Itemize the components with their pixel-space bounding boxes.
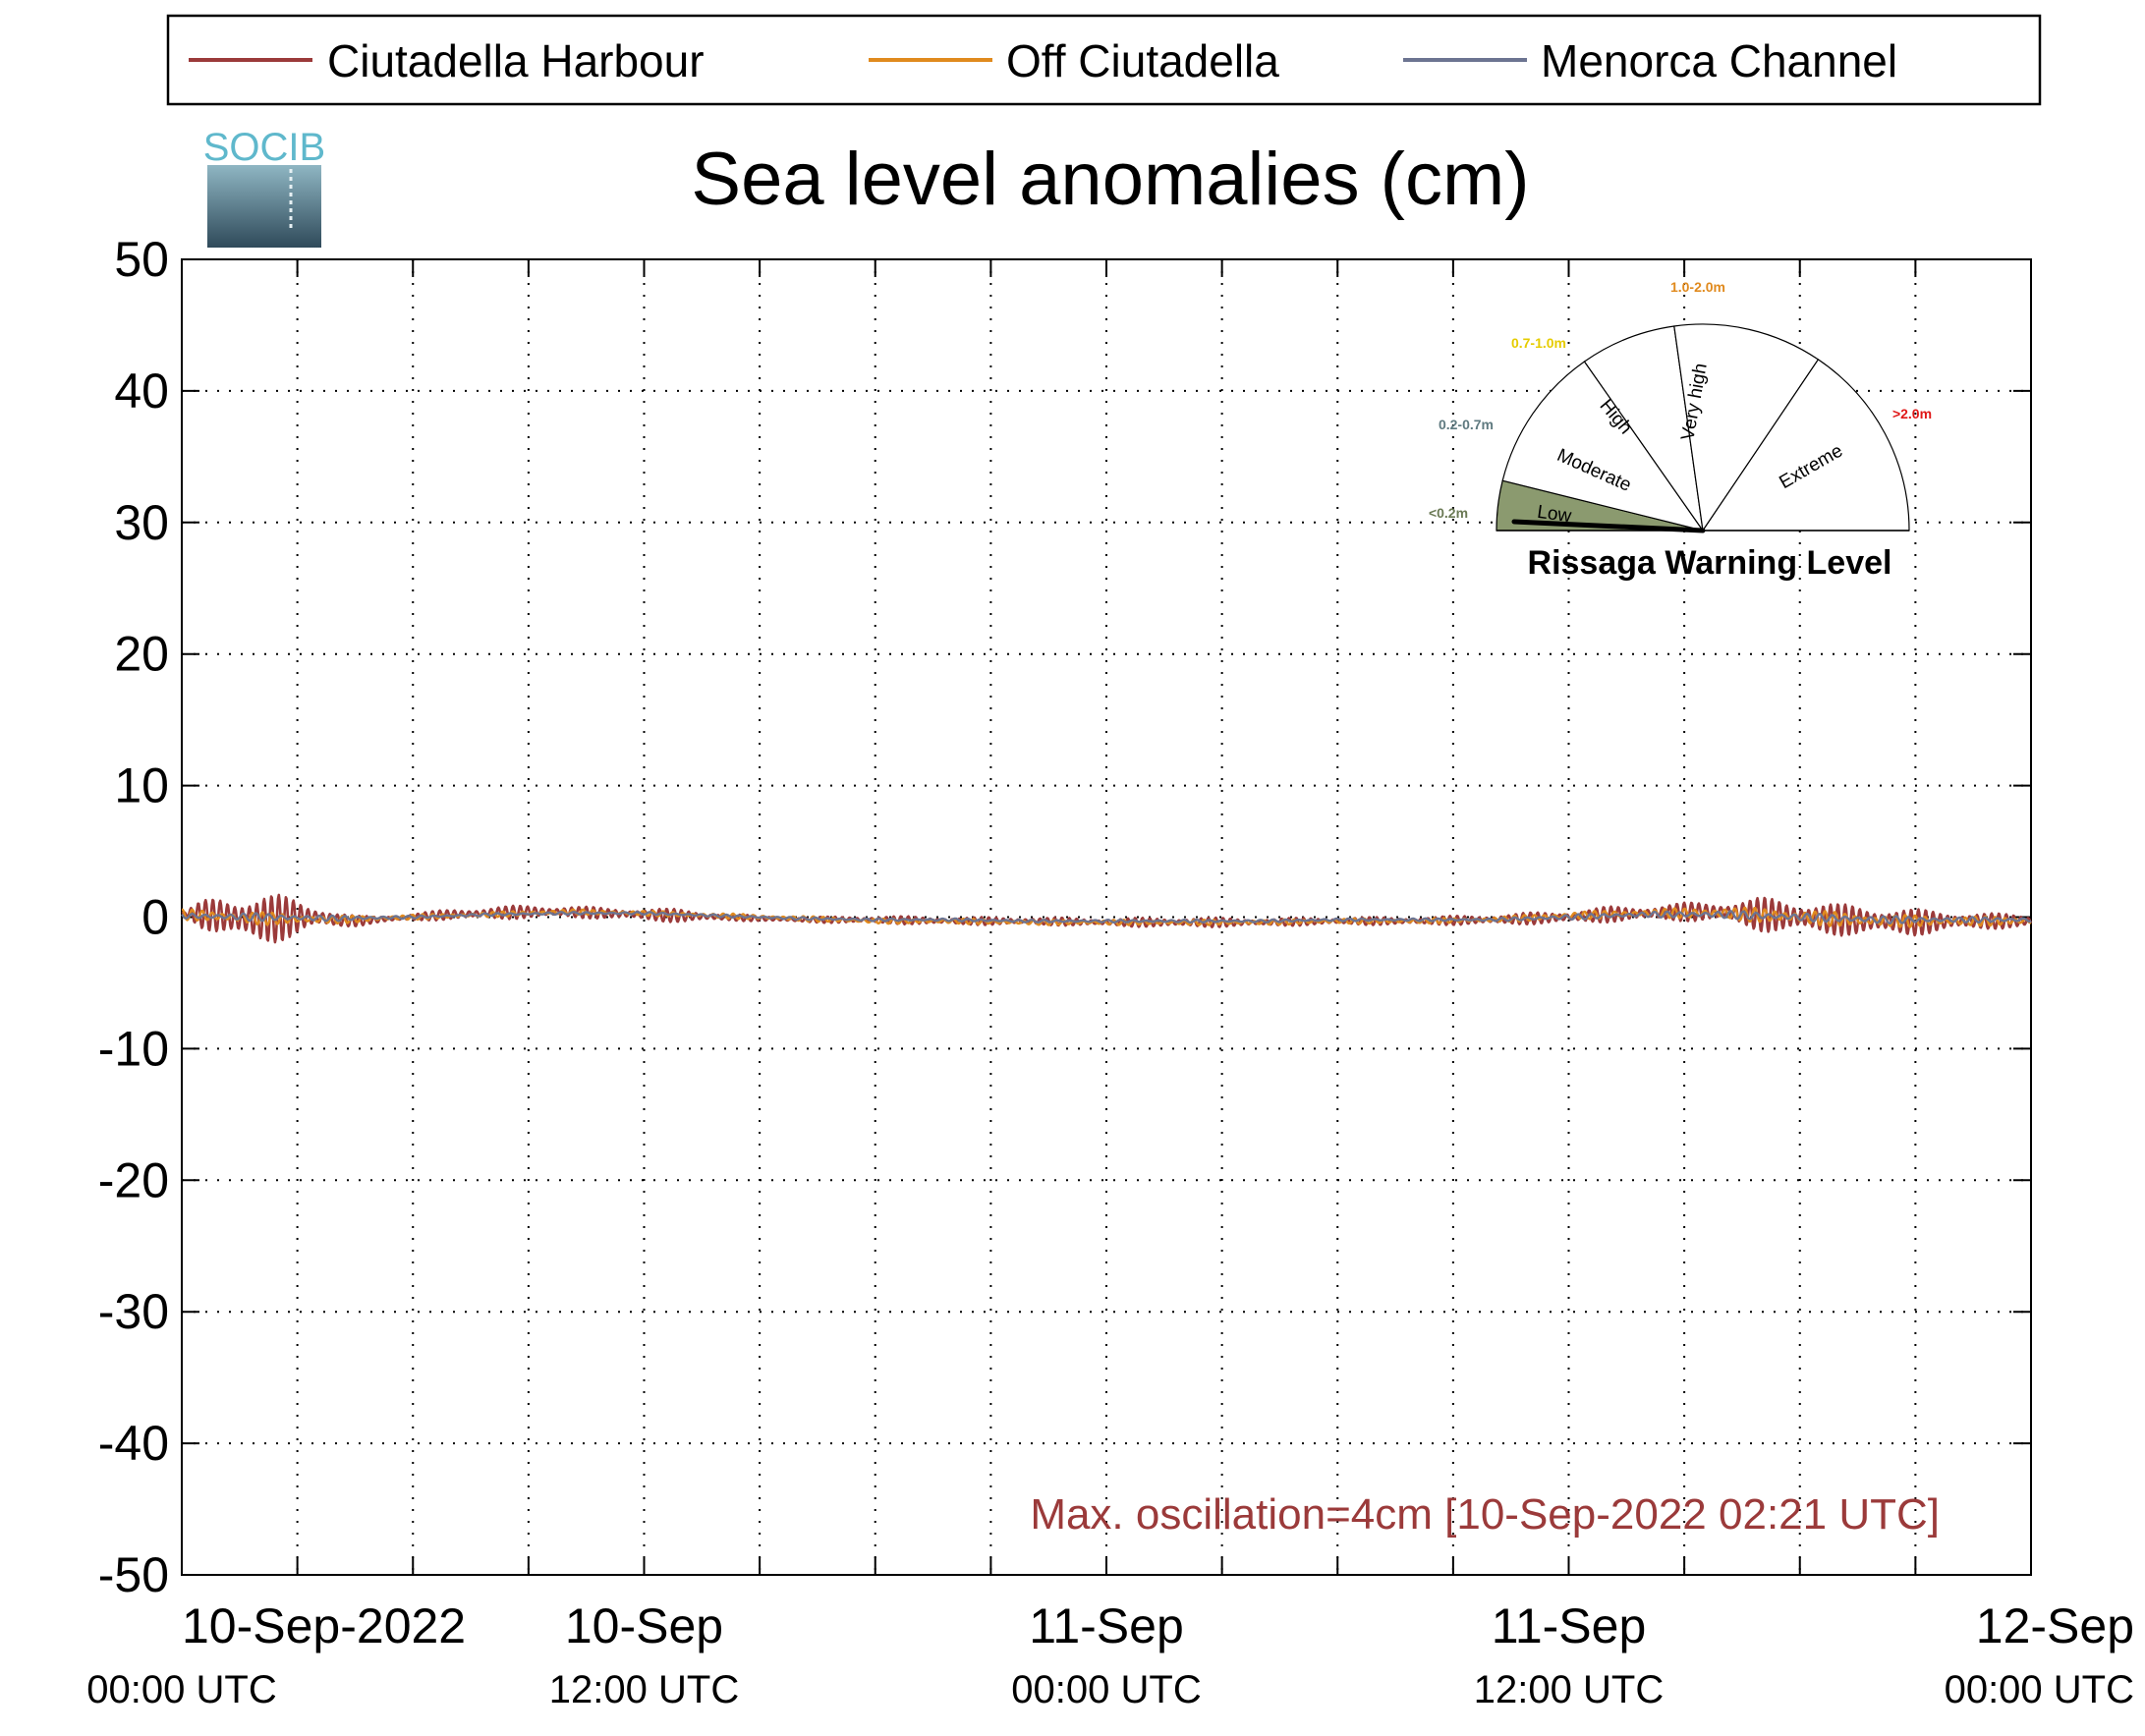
gauge-range-moderate: 0.2-0.7m [1439, 417, 1494, 432]
y-tick-label: -50 [98, 1547, 169, 1602]
socib-logo: SOCIB [203, 126, 325, 248]
y-tick-label: -10 [98, 1021, 169, 1076]
series-lines [181, 893, 2033, 944]
legend-box [166, 14, 2042, 106]
x-tick-label-date: 10-Sep-2022 [182, 1598, 466, 1653]
gauge-range-low: <0.2m [1429, 505, 1468, 521]
gauge-range-high: 0.7-1.0m [1511, 335, 1566, 351]
x-tick-label-date: 12-Sep [1976, 1598, 2134, 1653]
y-tick-label: 40 [114, 364, 169, 419]
x-tick-label-time: 12:00 UTC [1474, 1668, 1664, 1711]
gauge-sector-very-high [1673, 323, 1820, 532]
gauge-title: Rissaga Warning Level [1528, 544, 1892, 582]
y-axis-tick-labels: 50 40 30 20 10 0 -10 -20 -30 -40 -50 [98, 232, 169, 1602]
y-tick-label: 30 [114, 495, 169, 550]
x-tick-label-time: 00:00 UTC [1011, 1668, 1201, 1711]
x-tick-label-time: 00:00 UTC [86, 1668, 276, 1711]
max-oscillation-annotation: Max. oscillation=4cm [10-Sep-2022 02:21 … [1030, 1490, 1940, 1539]
gauge-range-extreme: >2.0m [1892, 406, 1932, 421]
logo-water-block [207, 165, 321, 248]
logo-text: SOCIB [203, 126, 325, 169]
series-line-menorca-channel [181, 910, 2032, 924]
gauge-sector-extreme [1701, 359, 1910, 532]
y-tick-label: -40 [98, 1416, 169, 1471]
legend: Ciutadella Harbour Off Ciutadella Menorc… [166, 14, 2042, 106]
y-tick-label: -20 [98, 1152, 169, 1207]
gauge-range-very-high: 1.0-2.0m [1670, 279, 1725, 295]
y-tick-label: 0 [141, 890, 169, 945]
y-tick-label: -30 [98, 1284, 169, 1339]
legend-label-menorca-channel: Menorca Channel [1541, 35, 1897, 86]
x-axis-tick-labels: 10-Sep-2022 00:00 UTC 10-Sep 12:00 UTC 11-Se… [86, 1598, 2134, 1711]
gauge-needle [1511, 519, 1706, 533]
gauge-sector-high [1583, 325, 1704, 532]
x-tick-label-date: 11-Sep [1492, 1598, 1647, 1653]
grid-lines [182, 259, 2031, 1575]
x-tick-label-date: 10-Sep [565, 1598, 723, 1653]
gauge-sector-moderate [1501, 361, 1705, 532]
legend-label-ciutadella-harbour: Ciutadella Harbour [327, 35, 705, 86]
x-tick-label-date: 11-Sep [1029, 1598, 1184, 1653]
y-tick-label: 10 [114, 758, 169, 813]
chart-title: Sea level anomalies (cm) [691, 138, 1529, 221]
y-tick-label: 50 [114, 232, 169, 287]
axis-ticks [182, 258, 2031, 1576]
x-tick-label-time: 12:00 UTC [549, 1668, 739, 1711]
y-tick-label: 20 [114, 627, 169, 682]
legend-label-off-ciutadella: Off Ciutadella [1006, 35, 1279, 86]
x-tick-label-time: 00:00 UTC [1945, 1668, 2134, 1711]
